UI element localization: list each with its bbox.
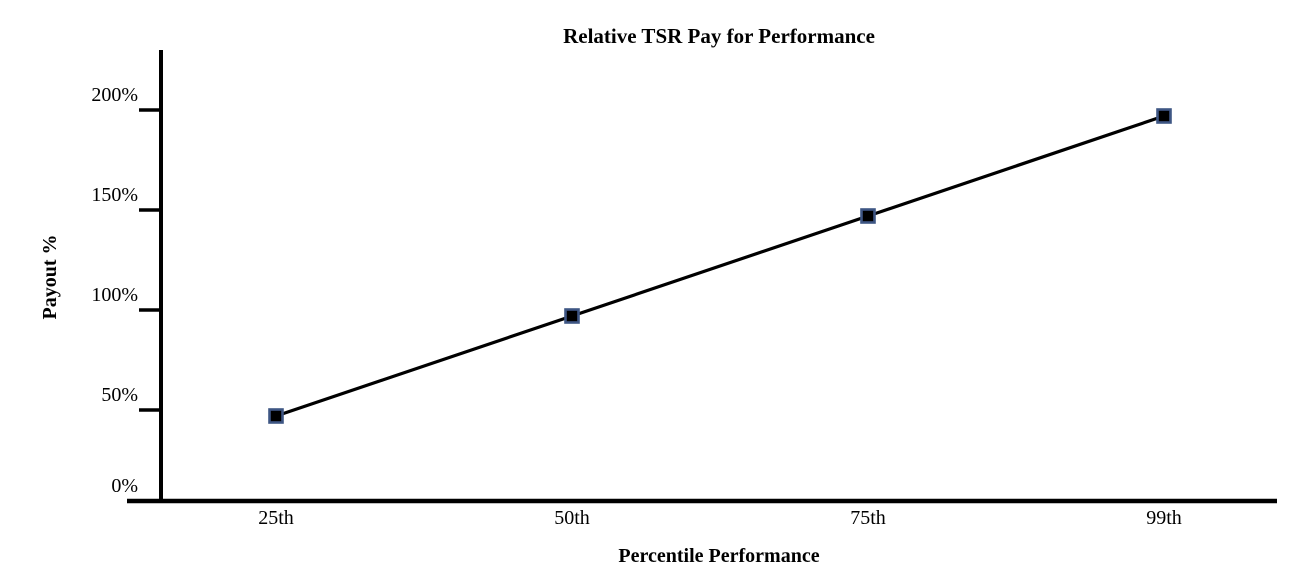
y-tick-label: 100% <box>91 284 138 306</box>
y-tick-label: 200% <box>91 84 138 106</box>
x-tick-label: 75th <box>850 507 886 529</box>
data-point-marker <box>860 208 876 224</box>
x-tick-label: 99th <box>1146 507 1182 529</box>
series-line <box>275 114 1165 418</box>
x-axis-title: Percentile Performance <box>618 545 820 567</box>
data-point-marker <box>1156 108 1172 124</box>
y-tick-label: 0% <box>111 475 138 497</box>
y-tick-label: 150% <box>91 184 138 206</box>
x-tick-label: 25th <box>258 507 294 529</box>
data-point-marker <box>268 408 284 424</box>
chart-title: Relative TSR Pay for Performance <box>563 24 875 48</box>
data-point-marker <box>564 308 580 324</box>
y-tick-label: 50% <box>101 384 138 406</box>
x-tick-label: 50th <box>554 507 590 529</box>
